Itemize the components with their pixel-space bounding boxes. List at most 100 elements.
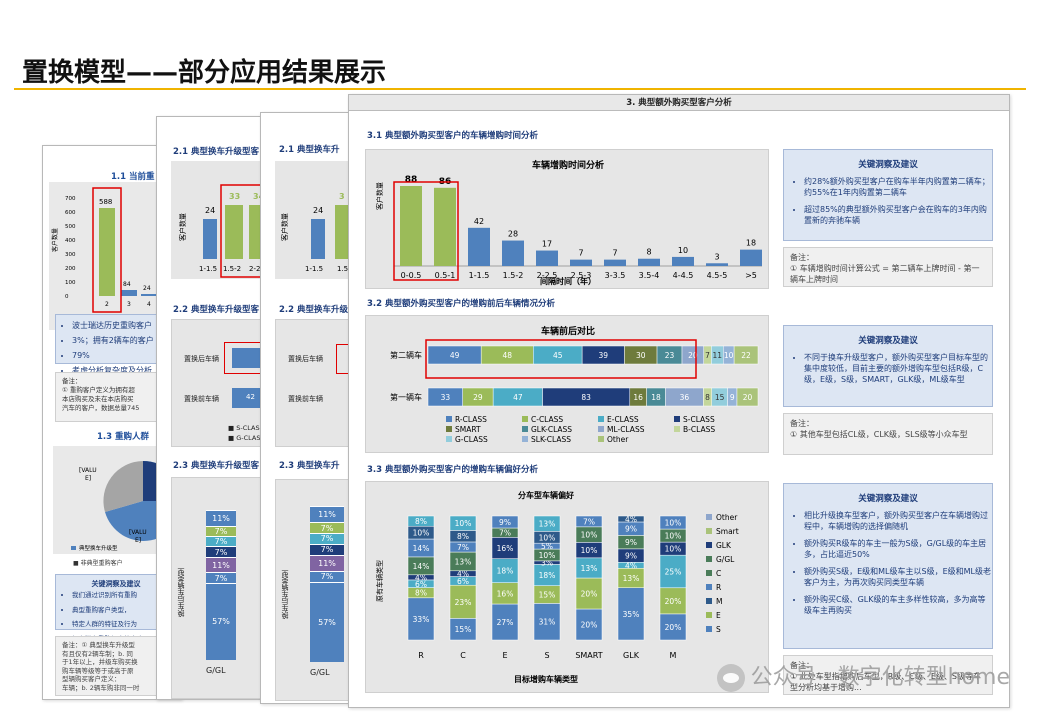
legend-label: R [716, 583, 721, 592]
bar-label: 28 [508, 230, 518, 239]
legend-swatch [706, 514, 712, 520]
y-tick: 100 [65, 280, 76, 286]
bar [638, 258, 660, 266]
segment-label: 8% [415, 589, 427, 598]
x-tick: >5 [745, 271, 757, 280]
segment-label: 13% [539, 520, 556, 529]
page-title: 置换模型——部分应用结果展示 [22, 58, 387, 88]
bar-2 [99, 208, 115, 296]
legend-swatch [706, 626, 712, 632]
x-tick: 1.5-2 [503, 271, 524, 280]
segment-label: 48 [502, 351, 512, 360]
section-23: 2.3 典型换车升 [279, 461, 340, 471]
section-21: 2.1 典型换车升级型客 [173, 147, 260, 157]
x-tick: GLK [623, 651, 640, 660]
legend-swatch [674, 416, 680, 422]
x-tick: 4-4.5 [673, 271, 694, 280]
svg-text:1-1.5: 1-1.5 [199, 265, 217, 273]
svg-text:34: 34 [253, 192, 265, 201]
x-tick: 0-0.5 [401, 271, 422, 280]
stack-segment: 7% [206, 536, 236, 547]
legend-swatch [598, 426, 604, 432]
x-tick: 1-1.5 [469, 271, 490, 280]
section-23: 2.3 典型换车升级型客 [173, 461, 260, 471]
svg-text:33: 33 [229, 192, 240, 201]
segment [491, 515, 519, 529]
segment [449, 515, 477, 531]
segment-label: 13% [581, 564, 598, 573]
stack-segment: 7% [206, 572, 236, 583]
legend-swatch [706, 612, 712, 618]
section-22: 2.2 典型换车升级型客 [173, 305, 260, 315]
highlight-box [92, 187, 122, 313]
legend-label: Smart [716, 527, 739, 536]
segment-label: 10% [665, 532, 682, 541]
insight-item: 我们通过识别所有重购 [72, 591, 176, 600]
segment-label: 18% [539, 571, 556, 580]
segment-label: 9% [625, 538, 637, 547]
legend-swatch [706, 542, 712, 548]
segment-label: 11 [713, 351, 723, 360]
legend-swatch [598, 416, 604, 422]
x-axis-label: 间隔时间（年） [540, 276, 596, 286]
y-axis-label: 原有车辆类型 [375, 560, 384, 602]
legend-label: GLK-CLASS [531, 425, 572, 434]
section-heading: 1.1 当前重 [111, 172, 155, 182]
segment-label: 27% [497, 618, 514, 627]
legend-swatch [446, 436, 452, 442]
legend-label: G-CLASS [455, 435, 488, 444]
legend-label: G/GL [716, 555, 735, 564]
segment-label: 15 [715, 393, 725, 402]
segment-label: 4% [415, 573, 427, 582]
segment-label: 7% [583, 517, 595, 526]
main-slide[interactable]: 3. 典型额外购买型客户分析 3.1 典型额外购买型客户的车辆增购时间分析 车辆… [348, 94, 1010, 708]
segment-label: 9% [625, 525, 637, 534]
segment-label: 8% [457, 532, 469, 541]
y-axis-label: 客户数量 [375, 182, 384, 210]
segment-label: 23% [455, 598, 472, 607]
slide-preview-3[interactable]: 2.1 典型换车升 客户数量 24 3 1-1.5 1.5 2.2 典型换车升级… [260, 112, 360, 704]
segment [533, 515, 561, 532]
segment-label: 15% [539, 591, 556, 600]
segment-label: 22 [741, 351, 751, 360]
segment-label: 4% [457, 570, 469, 579]
segment-label: 7 [705, 351, 710, 360]
segment-label: 3% [541, 559, 553, 568]
bar-label: 18 [746, 239, 756, 248]
note-32: 备注： ① 其他车型包括CL级，CLK级，SLS级等小众车型 [783, 413, 993, 455]
legend-swatch [706, 598, 712, 604]
legend-swatch [706, 570, 712, 576]
segment-label: 6% [415, 580, 427, 589]
segment-label: 49 [450, 351, 460, 360]
y-tick: 400 [65, 238, 76, 244]
insight-item: 波士瑞达历史重购客户 [72, 321, 176, 330]
segment-label: 33% [413, 615, 430, 624]
legend-label: ML-CLASS [607, 425, 645, 434]
segment [617, 587, 645, 641]
section-21: 2.1 典型换车升 [279, 145, 340, 155]
segment [491, 603, 519, 641]
bar-label-3: 84 [123, 281, 131, 288]
insight-33: 关键洞察及建议 相比升级换车型客户，额外购买型客户在车辆增购过程中，车辆增购的选… [783, 483, 993, 649]
segment [736, 387, 759, 407]
note-33: 备注： ① 此处车型指增购后车型，R级、C级、E级、S级等车型分析均基于增购..… [783, 655, 993, 695]
segment-label: 6% [457, 577, 469, 586]
svg-text:1-1.5: 1-1.5 [305, 265, 323, 273]
segment-label: 20% [581, 590, 598, 599]
section-33: 3.3 典型额外购买型客户的增购车辆偏好分析 [367, 465, 539, 475]
row-label: 第二辆车 [390, 350, 422, 360]
stack-segment: 7% [206, 546, 236, 557]
segment [575, 577, 603, 610]
bar-4 [141, 294, 157, 296]
section-13-heading: 1.3 重购人群 [97, 432, 150, 442]
segment-label: 8% [415, 517, 427, 526]
legend-swatch [706, 528, 712, 534]
segment-label: 13% [623, 574, 640, 583]
title-underline [14, 88, 1026, 90]
insight-item: 特定人群的特征及行为 [72, 620, 176, 629]
x-tick: 3.5-4 [639, 271, 660, 280]
legend-swatch [674, 426, 680, 432]
segment-label: 4% [625, 515, 637, 524]
bar [536, 250, 558, 266]
x-tick: M [670, 651, 677, 660]
